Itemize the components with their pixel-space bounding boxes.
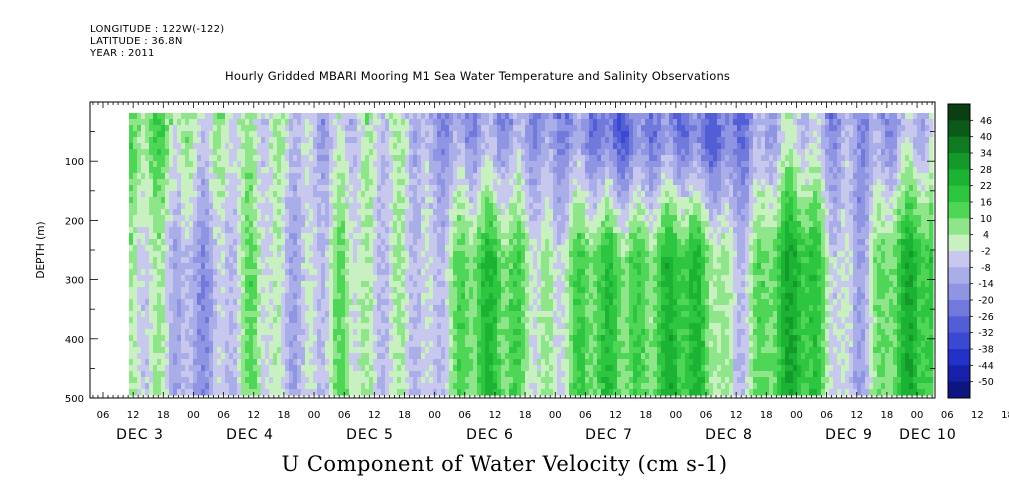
colorbar-label: -44 <box>978 361 994 372</box>
x-hour-label: 00 <box>187 410 200 421</box>
colorbar-swatch <box>948 169 970 187</box>
x-hour-label: 18 <box>881 410 894 421</box>
x-day-label: DEC 6 <box>466 427 514 443</box>
variable-title: U Component of Water Velocity (cm s-1) <box>281 452 728 476</box>
colorbar-swatch <box>948 267 970 285</box>
x-hour-label: 18 <box>398 410 411 421</box>
x-hour-label: 06 <box>579 410 592 421</box>
x-hour-label: 00 <box>790 410 803 421</box>
x-hour-label: 06 <box>97 410 110 421</box>
x-hour-label: 12 <box>971 410 984 421</box>
colorbar-label: 40 <box>980 132 992 143</box>
colorbar-label: 10 <box>980 214 992 225</box>
x-day-label: DEC 5 <box>346 427 394 443</box>
colorbar-label: -50 <box>978 377 994 388</box>
colorbar-swatch <box>948 234 970 252</box>
velocity-field <box>129 113 934 396</box>
x-hour-label: 06 <box>217 410 230 421</box>
colorbar-label: -20 <box>978 296 994 307</box>
colorbar-label: 4 <box>983 230 989 241</box>
colorbar-swatch <box>948 104 970 121</box>
colorbar-label: 22 <box>980 181 992 192</box>
colorbar-label: 28 <box>980 165 992 176</box>
x-hour-label: 18 <box>760 410 773 421</box>
x-day-label: DEC 8 <box>705 427 753 443</box>
latitude-label: LATITUDE : 36.8N <box>90 36 183 47</box>
x-hour-label: 18 <box>278 410 291 421</box>
x-day-label: DEC 10 <box>899 427 957 443</box>
x-day-label: DEC 4 <box>226 427 274 443</box>
colorbar-label: -32 <box>978 328 994 339</box>
y-tick-label: 100 <box>65 157 84 168</box>
x-hour-label: 12 <box>730 410 743 421</box>
x-day-label: DEC 3 <box>116 427 164 443</box>
colorbar-label: 46 <box>980 116 992 127</box>
x-hour-label: 06 <box>700 410 713 421</box>
x-hour-label: 06 <box>338 410 351 421</box>
x-hour-label: 06 <box>458 410 471 421</box>
x-hour-label: 12 <box>609 410 622 421</box>
x-hour-label: 12 <box>368 410 381 421</box>
x-hour-label: 18 <box>1001 410 1009 421</box>
x-hour-label: 00 <box>549 410 562 421</box>
colorbar-label: -8 <box>981 263 990 274</box>
y-axis-label: DEPTH (m) <box>35 221 47 278</box>
colorbar-swatch <box>948 316 970 334</box>
colorbar-swatch <box>948 185 970 203</box>
colorbar-label: 16 <box>980 198 992 209</box>
x-hour-label: 00 <box>428 410 441 421</box>
x-hour-label: 06 <box>941 410 954 421</box>
colorbar-swatch <box>948 218 970 236</box>
colorbar-swatch <box>948 381 970 399</box>
colorbar-swatch <box>948 332 970 350</box>
x-hour-label: 00 <box>308 410 321 421</box>
x-hour-label: 00 <box>911 410 924 421</box>
longitude-label: LONGITUDE : 122W(-122) <box>90 24 225 35</box>
colorbar-label: -26 <box>978 312 994 323</box>
colorbar-swatch <box>948 136 970 154</box>
colorbar-swatch <box>948 365 970 383</box>
x-hour-label: 12 <box>247 410 260 421</box>
x-hour-label: 18 <box>157 410 170 421</box>
colorbar-swatch <box>948 153 970 170</box>
x-hour-label: 18 <box>519 410 532 421</box>
colorbar-label: 34 <box>980 149 992 160</box>
colorbar-swatch <box>948 251 970 268</box>
x-hour-label: 00 <box>669 410 682 421</box>
y-tick-label: 300 <box>65 276 84 287</box>
x-hour-label: 06 <box>820 410 833 421</box>
colorbar-swatch <box>948 300 970 317</box>
chart-title: Hourly Gridded MBARI Mooring M1 Sea Wate… <box>225 69 731 83</box>
x-hour-label: 12 <box>850 410 863 421</box>
colorbar-swatch <box>948 349 970 366</box>
colorbar-label: -14 <box>978 279 994 290</box>
y-tick-label: 200 <box>65 216 84 227</box>
x-day-label: DEC 7 <box>585 427 633 443</box>
y-tick-label: 500 <box>65 394 84 405</box>
year-label: YEAR : 2011 <box>90 48 155 59</box>
colorbar-label: -2 <box>981 247 990 258</box>
x-hour-label: 12 <box>127 410 140 421</box>
x-hour-label: 12 <box>489 410 502 421</box>
y-tick-label: 400 <box>65 335 84 346</box>
colorbar-swatch <box>948 202 970 219</box>
x-hour-label: 18 <box>639 410 652 421</box>
x-day-label: DEC 9 <box>825 427 873 443</box>
colorbar-swatch <box>948 283 970 301</box>
colorbar-label: -38 <box>978 345 994 356</box>
colorbar-swatch <box>948 120 970 138</box>
